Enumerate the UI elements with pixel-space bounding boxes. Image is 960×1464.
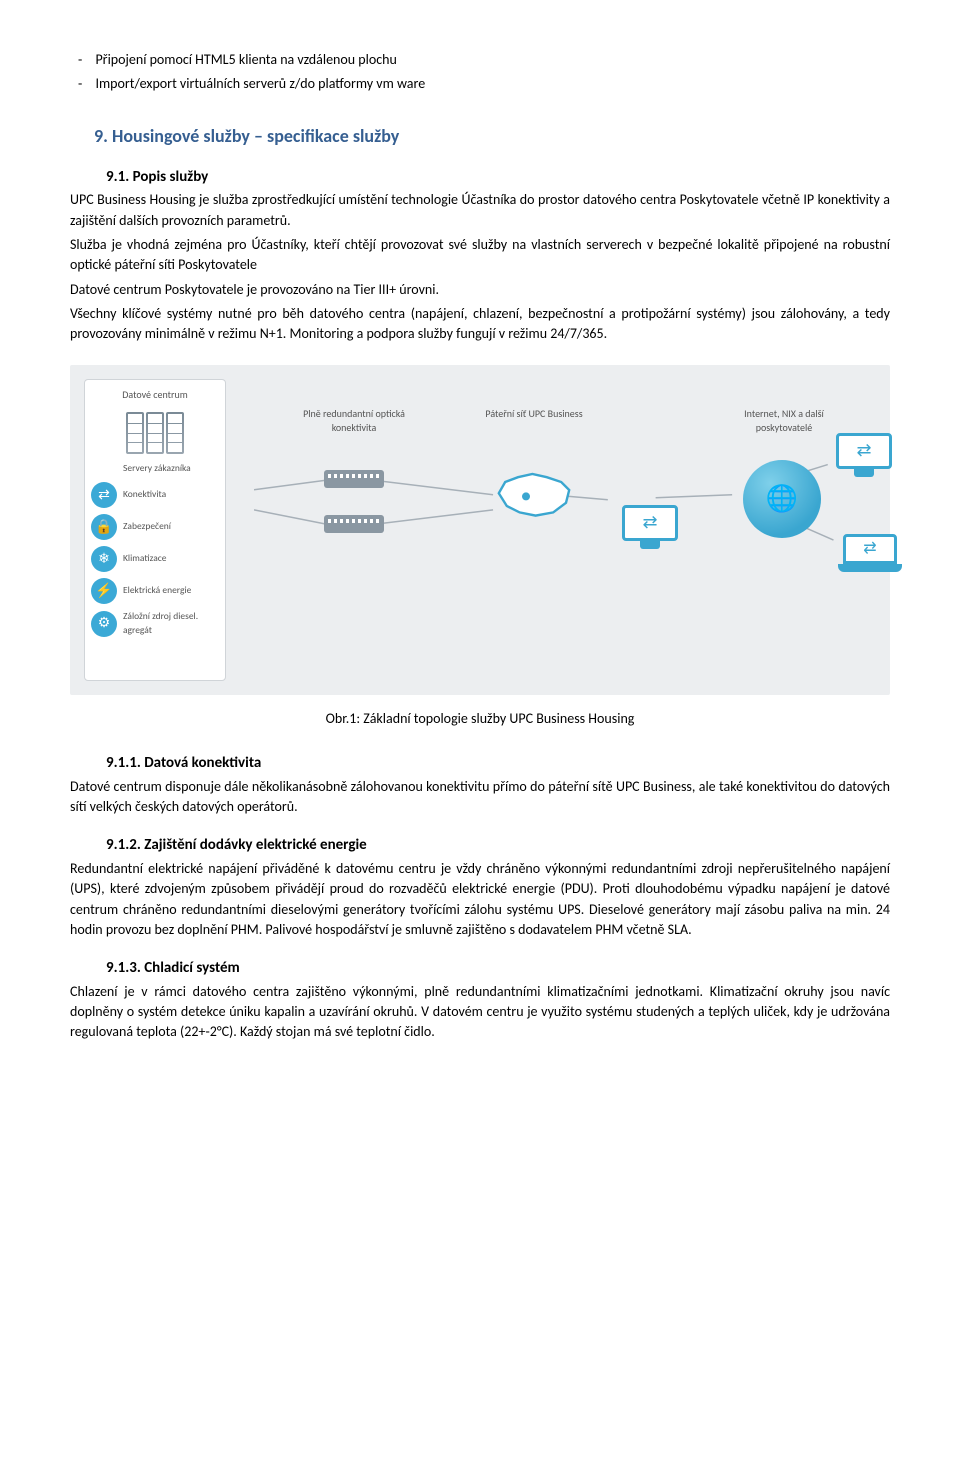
dc-row-label: Servery zákazníka <box>123 462 191 476</box>
dc-row-security: 🔒 Zabezpečení <box>91 514 219 540</box>
diagram-canvas: Plně redundantní optická konektivita Pát… <box>254 379 866 681</box>
dc-row-power: ⚡ Elektrická energie <box>91 578 219 604</box>
dc-row-label: Konektivita <box>123 488 166 502</box>
cz-map-icon <box>492 466 576 522</box>
heading-9-1-2: 9.1.2. Zajištění dodávky elektrické ener… <box>106 835 890 857</box>
bullet-item: Připojení pomocí HTML5 klienta na vzdále… <box>94 50 890 70</box>
climate-icon: ❄ <box>91 546 117 572</box>
server-racks-icon <box>91 412 219 454</box>
heading-9-1-3: 9.1.3. Chladicí systém <box>106 958 890 980</box>
label-optics: Plně redundantní optická konektivita <box>294 407 414 436</box>
paragraph: Všechny klíčové systémy nutné pro běh da… <box>70 304 890 345</box>
topology-diagram: Datové centrum Servery zákazníka ⇄ Konekt… <box>70 365 890 695</box>
laptop-icon: ⇄ <box>838 534 902 576</box>
paragraph: Služba je vhodná zejména pro Účastníky, … <box>70 235 890 276</box>
dc-row-servers: Servery zákazníka <box>91 462 219 476</box>
figure-caption: Obr.1: Základní topologie služby UPC Bus… <box>70 709 890 729</box>
dc-panel-title: Datové centrum <box>91 388 219 403</box>
dc-row-label: Elektrická energie <box>123 584 191 598</box>
dc-panel: Datové centrum Servery zákazníka ⇄ Konekt… <box>84 379 226 681</box>
backup-gen-icon: ⚙ <box>91 611 117 637</box>
switch-icon <box>324 470 384 488</box>
dc-row-backup: ⚙Záložní zdroj diesel. agregát <box>91 610 219 638</box>
bullet-item: Import/export virtuálních serverů z/do p… <box>94 74 890 94</box>
connectivity-icon: ⇄ <box>91 482 117 508</box>
label-internet: Internet, NIX a další poskytovatelé <box>724 407 844 436</box>
dc-row-connectivity: ⇄ Konektivita <box>91 482 219 508</box>
switch-icon <box>324 515 384 533</box>
paragraph: UPC Business Housing je služba zprostřed… <box>70 190 890 231</box>
power-icon: ⚡ <box>91 578 117 604</box>
paragraph: Datové centrum Poskytovatele je provozov… <box>70 280 890 300</box>
monitor-icon: ⇄ <box>836 433 892 481</box>
heading-9-1: 9.1. Popis služby <box>106 167 890 189</box>
heading-9: 9. Housingové služby – specifikace služb… <box>94 123 890 149</box>
heading-9-1-1: 9.1.1. Datová konektivita <box>106 753 890 775</box>
paragraph: Datové centrum disponuje dále několikaná… <box>70 777 890 818</box>
label-backbone: Páteřní síť UPC Business <box>474 407 594 422</box>
bullet-list: Připojení pomocí HTML5 klienta na vzdále… <box>70 50 890 95</box>
dc-row-label: Klimatizace <box>123 552 167 566</box>
dc-row-label: Záložní zdroj diesel. agregát <box>123 610 219 638</box>
paragraph: Redundantní elektrické napájení přiváděn… <box>70 859 890 940</box>
paragraph: Chlazení je v rámci datového centra zaji… <box>70 982 890 1043</box>
globe-icon: 🌐 <box>743 460 821 538</box>
dc-row-label: Zabezpečení <box>123 520 171 534</box>
security-icon: 🔒 <box>91 514 117 540</box>
monitor-icon: ⇄ <box>622 505 678 553</box>
dc-row-climate: ❄ Klimatizace <box>91 546 219 572</box>
